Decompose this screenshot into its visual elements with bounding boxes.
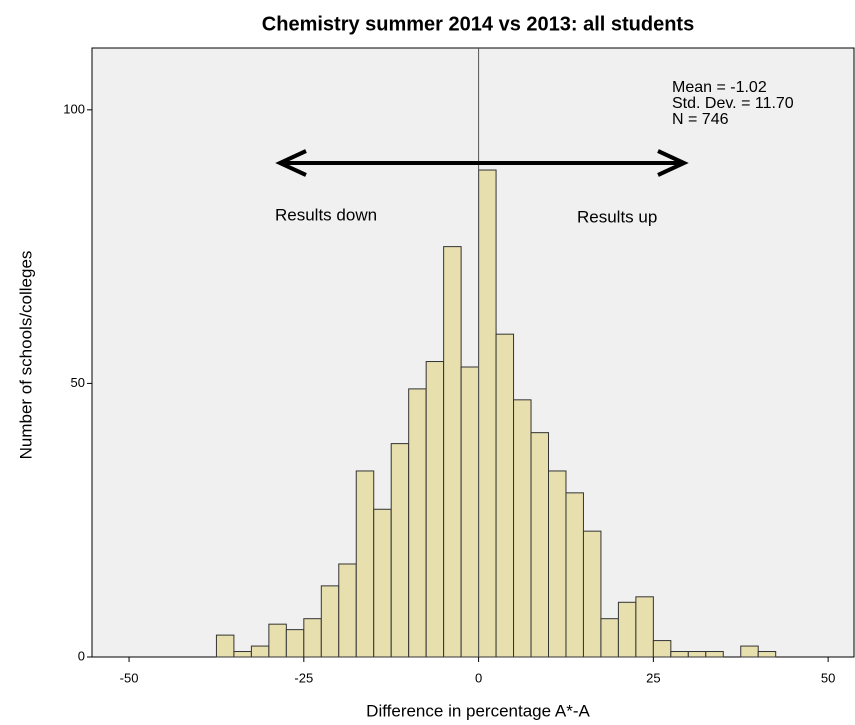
bar: [513, 399, 532, 658]
bar: [495, 333, 515, 658]
bar: [443, 246, 462, 658]
bar: [408, 388, 427, 658]
stats-text: N = 746: [672, 111, 729, 128]
x-tick-label: 25: [646, 670, 660, 685]
bar: [687, 651, 707, 658]
annotation: Results up: [577, 207, 657, 226]
arrow-head: [275, 149, 307, 177]
bar: [635, 596, 654, 658]
bar: [548, 470, 567, 658]
bar: [460, 366, 480, 658]
bar: [705, 651, 724, 658]
x-axis-label: Difference in percentage A*-A: [366, 701, 590, 720]
bar: [268, 623, 287, 658]
bar: [757, 651, 777, 658]
bar: [582, 530, 602, 658]
annotation: Results down: [275, 205, 377, 224]
y-tick-label: 50: [71, 375, 85, 390]
chart-title: Chemistry summer 2014 vs 2013: all stude…: [262, 13, 694, 35]
bar: [425, 361, 445, 658]
stats-text: Mean = -1.02: [672, 79, 767, 96]
bar: [250, 645, 270, 658]
bar: [652, 640, 672, 658]
bar: [617, 601, 637, 658]
arrow-head: [657, 149, 689, 177]
y-axis-label: Number of schools/colleges: [16, 251, 35, 460]
bar: [355, 470, 375, 658]
bar: [303, 618, 322, 658]
stats-text: Std. Dev. = 11.70: [672, 95, 794, 112]
bar: [320, 585, 340, 658]
bar: [373, 508, 392, 658]
x-tick-label: 0: [475, 670, 482, 685]
bar: [565, 492, 584, 658]
bar: [740, 645, 759, 658]
y-tick-label: 100: [63, 101, 85, 116]
bar: [215, 634, 235, 658]
bar: [338, 563, 357, 658]
bar: [670, 651, 689, 658]
x-tick-label: -25: [294, 670, 313, 685]
bar: [600, 618, 619, 658]
x-tick-label: -50: [120, 670, 139, 685]
bar: [478, 169, 497, 658]
bar: [233, 651, 252, 658]
bar: [530, 432, 550, 658]
bar: [285, 629, 305, 658]
x-tick-label: 50: [821, 670, 835, 685]
y-tick-label: 0: [78, 648, 85, 663]
bar: [390, 443, 410, 658]
